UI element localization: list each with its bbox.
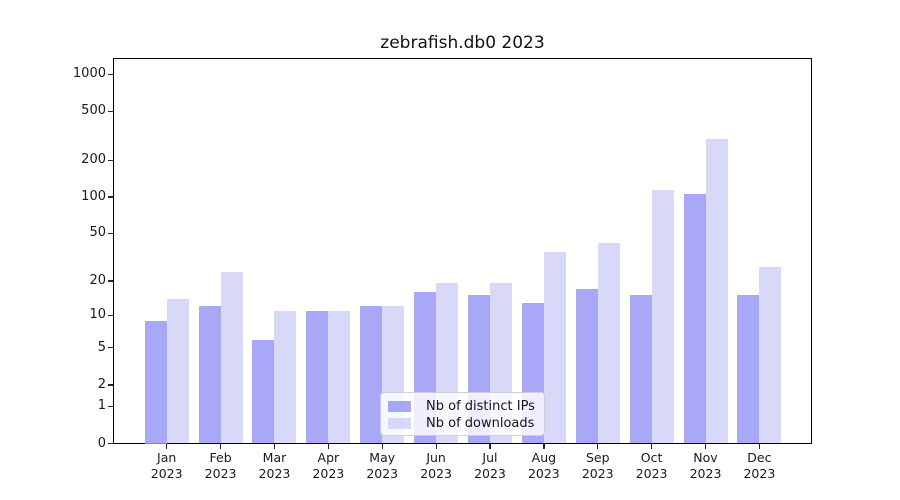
y-tick-mark-1000: [107, 73, 113, 76]
bar-ips-dec: [737, 295, 760, 444]
y-tick-label-1000: 1000: [72, 66, 106, 82]
chart-title: zebrafish.db0 2023: [380, 33, 545, 53]
x-tick-label-jan: Jan 2023: [150, 450, 183, 481]
x-tick-mark-sep: [597, 443, 599, 449]
y-tick-mark-100: [107, 196, 113, 198]
y-tick-mark-20: [107, 280, 113, 282]
bar-downloads-dec: [759, 267, 782, 444]
x-tick-mark-mar: [273, 443, 276, 449]
legend-swatch-downloads: [388, 418, 411, 429]
x-tick-mark-jan: [166, 443, 168, 449]
y-tick-mark-5: [107, 347, 113, 349]
y-tick-label-50: 50: [89, 225, 106, 241]
y-tick-mark-1: [107, 405, 113, 408]
legend-label-downloads: Nb of downloads: [426, 416, 535, 431]
y-tick-label-500: 500: [81, 103, 106, 119]
x-tick-label-aug: Aug 2023: [527, 450, 560, 481]
y-tick-label-100: 100: [81, 188, 106, 204]
x-tick-mark-may: [381, 443, 383, 449]
bar-ips-sep: [575, 289, 598, 444]
bar-downloads-feb: [220, 271, 243, 444]
legend-row-downloads: Nb of downloads: [388, 415, 536, 432]
y-tick-label-200: 200: [81, 152, 106, 168]
x-tick-label-dec: Dec 2023: [743, 450, 776, 481]
y-tick-mark-50: [107, 232, 113, 235]
y-tick-label-20: 20: [89, 272, 106, 288]
bar-downloads-aug: [543, 252, 566, 444]
y-tick-label-1: 1: [97, 398, 106, 414]
y-tick-label-10: 10: [89, 307, 106, 323]
bar-ips-jan: [144, 320, 167, 444]
x-tick-mark-nov: [704, 443, 707, 449]
x-tick-mark-oct: [651, 443, 653, 449]
bar-ips-apr: [306, 310, 329, 444]
bar-ips-oct: [629, 295, 652, 444]
x-tick-mark-feb: [219, 443, 222, 449]
y-tick-label-2: 2: [97, 376, 106, 392]
x-tick-label-feb: Feb 2023: [204, 450, 237, 481]
x-tick-label-apr: Apr 2023: [312, 450, 345, 481]
x-tick-label-may: May 2023: [366, 450, 399, 481]
x-tick-mark-jul: [489, 443, 491, 449]
bar-ips-feb: [198, 306, 221, 444]
bar-downloads-nov: [705, 138, 728, 444]
bar-ips-nov: [683, 193, 706, 444]
bar-downloads-mar: [274, 310, 297, 444]
legend-swatch-distinct-ips: [388, 401, 411, 412]
x-tick-label-jul: Jul 2023: [474, 450, 506, 481]
bar-ips-may: [360, 306, 383, 444]
x-tick-mark-aug: [543, 443, 545, 449]
legend-row-distinct-ips: Nb of distinct IPs: [388, 398, 536, 415]
x-tick-label-sep: Sep 2023: [581, 450, 614, 481]
legend-label-distinct-ips: Nb of distinct IPs: [426, 399, 535, 414]
x-tick-label-mar: Mar 2023: [258, 450, 291, 481]
x-tick-mark-apr: [327, 443, 330, 449]
y-tick-label-0: 0: [97, 435, 106, 451]
y-tick-label-5: 5: [97, 339, 106, 355]
bar-downloads-apr: [328, 310, 351, 444]
y-tick-mark-200: [107, 159, 113, 161]
bar-downloads-jan: [166, 298, 189, 444]
x-tick-label-nov: Nov 2023: [689, 450, 722, 481]
bar-ips-mar: [252, 339, 275, 444]
bar-downloads-sep: [597, 242, 620, 444]
y-tick-mark-2: [107, 384, 113, 386]
bar-downloads-oct: [651, 189, 674, 444]
y-tick-mark-0: [107, 442, 113, 445]
x-tick-label-oct: Oct 2023: [635, 450, 668, 481]
y-tick-mark-10: [107, 314, 113, 317]
x-tick-mark-dec: [758, 443, 761, 449]
legend: Nb of distinct IPs Nb of downloads: [380, 392, 545, 436]
x-tick-mark-jun: [435, 443, 437, 449]
x-tick-label-jun: Jun 2023: [420, 450, 452, 481]
y-tick-mark-500: [107, 110, 113, 113]
